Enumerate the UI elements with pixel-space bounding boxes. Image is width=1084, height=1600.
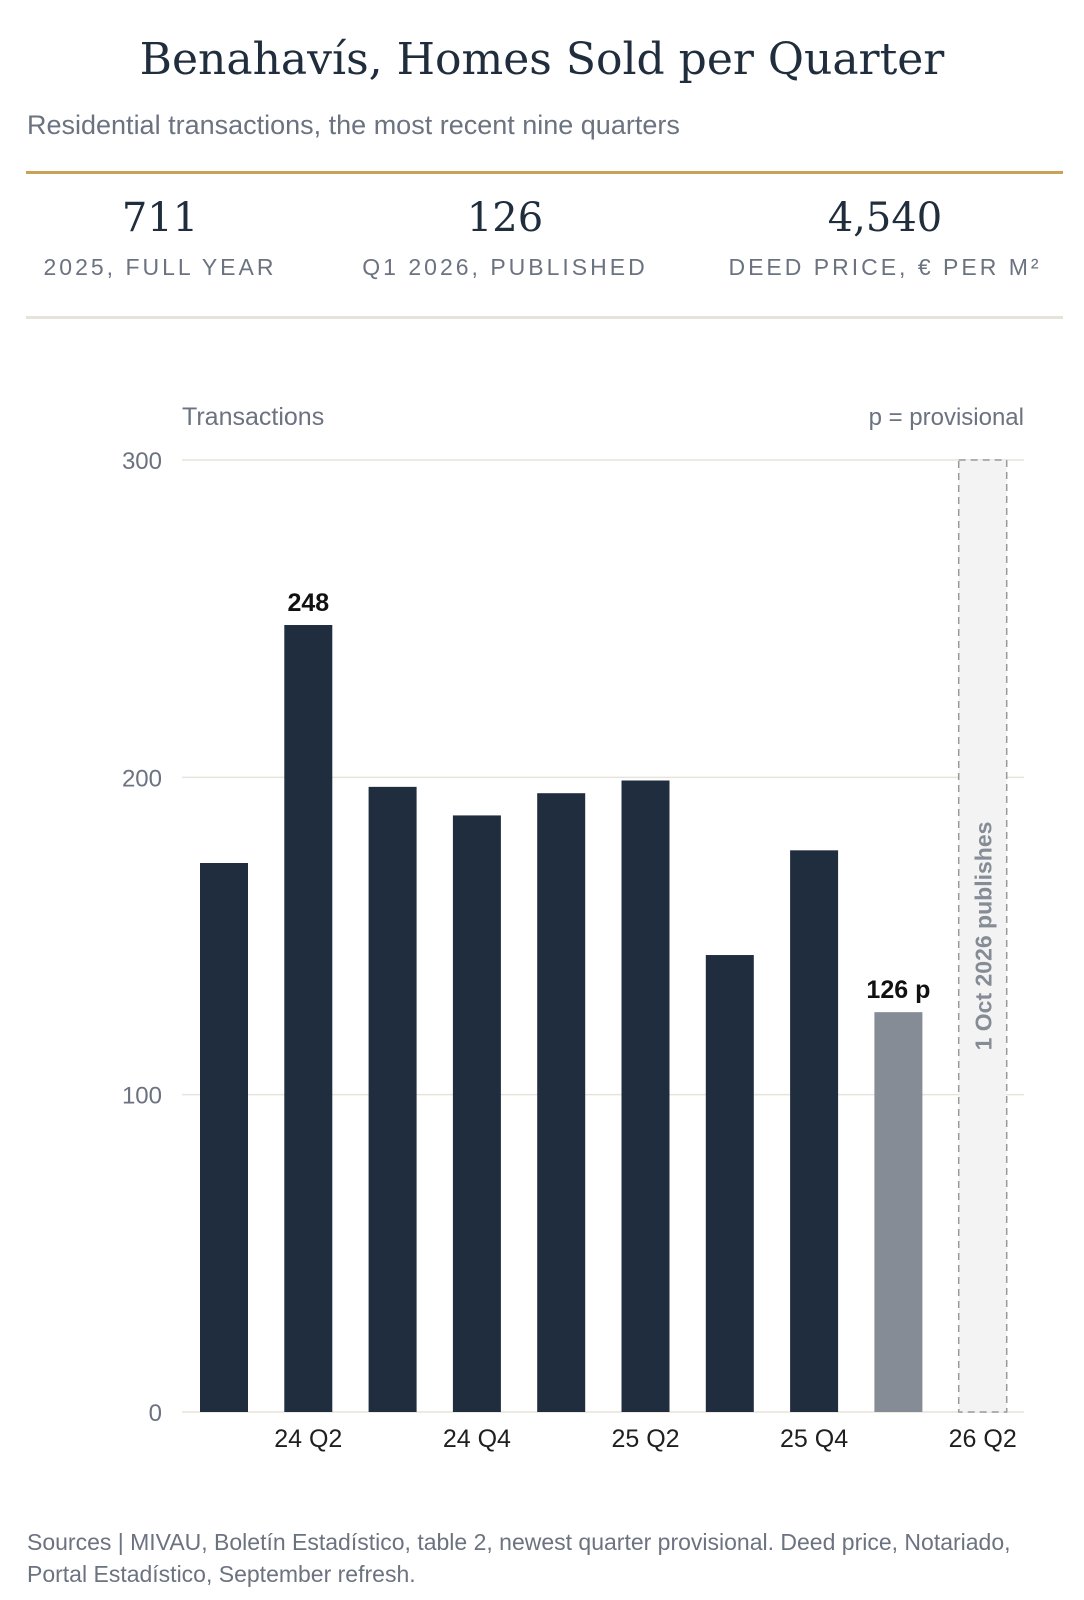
y-tick-label: 0 (149, 1400, 162, 1427)
y-axis-title: Transactions (182, 403, 324, 431)
x-tick-labels: 24 Q2 24 Q4 25 Q2 25 Q4 26 Q2 (274, 1425, 1017, 1453)
y-tick-labels: 0 100 200 300 (122, 448, 162, 1427)
bar (284, 625, 333, 1412)
kpi-label: 2025, FULL YEAR (43, 254, 277, 280)
kpi-value: 126 (466, 195, 544, 241)
provisional-note: p = provisional (869, 404, 1024, 431)
chart-subtitle: Residential transactions, the most recen… (27, 110, 680, 140)
kpi-divider (26, 316, 1063, 319)
kpi-latest-quarter: 126 Q1 2026, PUBLISHED (350, 196, 660, 281)
data-label: 126 p (866, 976, 930, 1004)
y-tick-label: 100 (122, 1083, 162, 1110)
pending-quarter-label: 1 Oct 2026 publishes (971, 822, 997, 1051)
kpi-label: Q1 2026, PUBLISHED (362, 254, 648, 280)
pending-quarter-placeholder (957, 459, 1008, 1413)
pending-quarter: 1 Oct 2026 publishes (957, 459, 1008, 1413)
kpi-full-year: 711 2025, FULL YEAR (30, 196, 290, 281)
bar (368, 786, 417, 1412)
bar-provisional (874, 1012, 923, 1412)
kpi-deed-price: 4,540 DEED PRICE, € PER M² (710, 196, 1060, 281)
x-tick-label: 25 Q4 (780, 1425, 848, 1453)
kpi-value: 711 (121, 195, 199, 241)
bars (200, 625, 923, 1412)
y-tick-label: 300 (122, 448, 162, 475)
kpi-label: DEED PRICE, € PER M² (728, 254, 1042, 280)
bar (452, 815, 501, 1412)
bar-chart: Transactions p = provisional 0100200300 … (122, 403, 1024, 1453)
bar (705, 955, 754, 1412)
y-tick-label: 200 (122, 765, 162, 792)
data-labels: 248 126 p (287, 589, 930, 1004)
kpi-value: 4,540 (827, 195, 943, 241)
sources-note: Sources | MIVAU, Boletín Estadístico, ta… (27, 1529, 1011, 1587)
x-tick-label: 24 Q2 (274, 1425, 342, 1453)
chart-title: Benahavís, Homes Sold per Quarter (139, 34, 945, 85)
x-tick-label: 25 Q2 (611, 1425, 679, 1453)
bar (790, 850, 839, 1412)
bar (537, 793, 586, 1412)
header-divider (26, 171, 1063, 174)
x-tick-label: 26 Q2 (949, 1425, 1017, 1453)
bar (200, 863, 248, 1412)
bar (621, 780, 670, 1412)
data-label: 248 (287, 589, 329, 617)
x-tick-label: 24 Q4 (443, 1425, 511, 1453)
